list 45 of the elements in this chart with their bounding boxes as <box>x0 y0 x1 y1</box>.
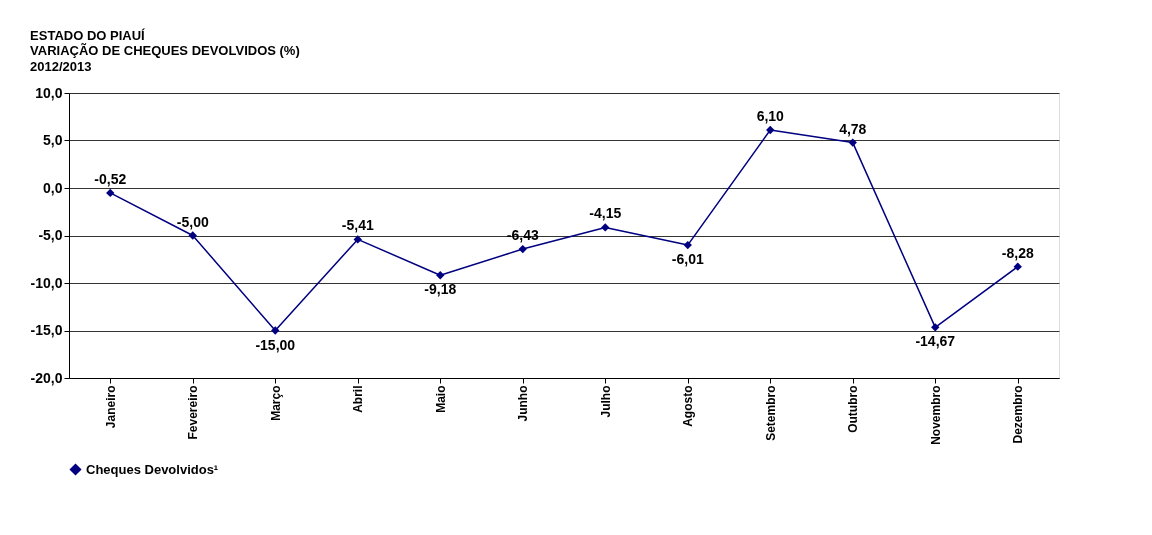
point <box>1013 262 1022 271</box>
data-label: -0,52 <box>94 170 127 187</box>
data-label: -5,41 <box>341 217 374 234</box>
data-label: -15,00 <box>255 336 296 353</box>
point <box>931 323 940 332</box>
point <box>106 188 115 198</box>
point <box>436 271 445 280</box>
y-tick-label: -10,0 <box>30 274 63 291</box>
data-label: -6,01 <box>671 251 704 268</box>
x-tick-label: Maio <box>433 385 448 413</box>
y-tick-label: -15,0 <box>30 322 63 338</box>
x-tick-label: Outubro <box>846 385 861 433</box>
y-tick-label: -5,0 <box>38 227 63 243</box>
x-tick-label: Setembro <box>763 385 778 441</box>
point <box>601 223 610 232</box>
point <box>188 231 197 240</box>
x-tick-label: Abril <box>351 385 366 413</box>
data-label: -14,67 <box>915 333 956 350</box>
x-tick-label: Março <box>268 385 283 421</box>
y-tick-label: 10,0 <box>35 84 63 101</box>
data-label: 4,78 <box>839 120 867 137</box>
data-label: -8,28 <box>1001 244 1034 261</box>
x-tick-label: Junho <box>516 385 531 422</box>
point <box>271 326 280 335</box>
data-label: -9,18 <box>424 281 457 298</box>
point <box>683 240 692 250</box>
legend-label: Cheques Devolvidos¹ <box>86 461 219 477</box>
x-tick-label: Julho <box>598 385 613 418</box>
point <box>848 138 857 147</box>
x-tick-label: Agosto <box>681 385 696 427</box>
x-tick-label: Fevereiro <box>186 385 201 440</box>
x-tick-label: Janeiro <box>103 385 118 429</box>
data-label: -5,00 <box>176 213 209 230</box>
point <box>353 235 362 244</box>
data-label: -4,15 <box>589 205 622 222</box>
point <box>518 244 527 254</box>
chart-title: ESTADO DO PIAUÍ VARIAÇÃO DE CHEQUES DEVOLVIDOS (%) <box>30 28 300 58</box>
y-tick-label: 5,0 <box>43 132 63 148</box>
data-label: 6,10 <box>756 108 785 125</box>
chart-subtitle: 2012/2013 <box>30 59 92 74</box>
x-tick-label: Dezembro <box>1011 385 1026 444</box>
point <box>766 125 775 135</box>
x-tick-label: Novembro <box>928 385 943 445</box>
y-tick-label: 0,0 <box>43 179 63 196</box>
y-tick-label: -20,0 <box>30 369 63 386</box>
